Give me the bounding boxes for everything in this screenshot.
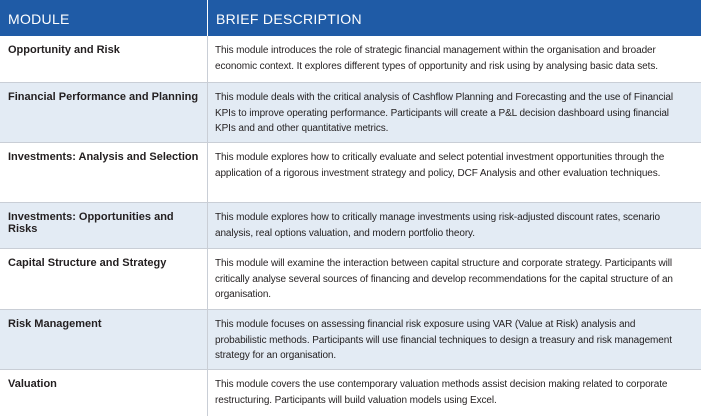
module-name: Risk Management: [0, 310, 208, 369]
table-row: Opportunity and Risk This module introdu…: [0, 36, 701, 83]
table-header: MODULE BRIEF DESCRIPTION: [0, 0, 701, 36]
module-description: This module covers the use contemporary …: [215, 379, 668, 406]
table-row: Capital Structure and Strategy This modu…: [0, 249, 701, 310]
description-column-header: BRIEF DESCRIPTION: [216, 11, 362, 27]
module-name: Valuation: [0, 370, 208, 416]
module-name: Investments: Analysis and Selection: [0, 143, 208, 202]
module-description: This module explores how to critically m…: [215, 212, 661, 239]
module-column-header: MODULE: [0, 0, 208, 36]
table-row: Risk Management This module focuses on a…: [0, 310, 701, 370]
module-description: This module explores how to critically e…: [215, 152, 665, 179]
module-name: Financial Performance and Planning: [0, 83, 208, 142]
module-name: Investments: Opportunities and Risks: [0, 203, 208, 248]
table-row: Valuation This module covers the use con…: [0, 370, 701, 416]
module-description: This module will examine the interaction…: [215, 258, 673, 300]
table-row: Financial Performance and Planning This …: [0, 83, 701, 143]
module-name: Capital Structure and Strategy: [0, 249, 208, 309]
table-row: Investments: Analysis and Selection This…: [0, 143, 701, 203]
table-row: Investments: Opportunities and Risks Thi…: [0, 203, 701, 249]
module-name: Opportunity and Risk: [0, 36, 208, 82]
module-description: This module focuses on assessing financi…: [215, 319, 672, 361]
module-description: This module introduces the role of strat…: [215, 45, 658, 72]
module-description: This module deals with the critical anal…: [215, 92, 673, 134]
